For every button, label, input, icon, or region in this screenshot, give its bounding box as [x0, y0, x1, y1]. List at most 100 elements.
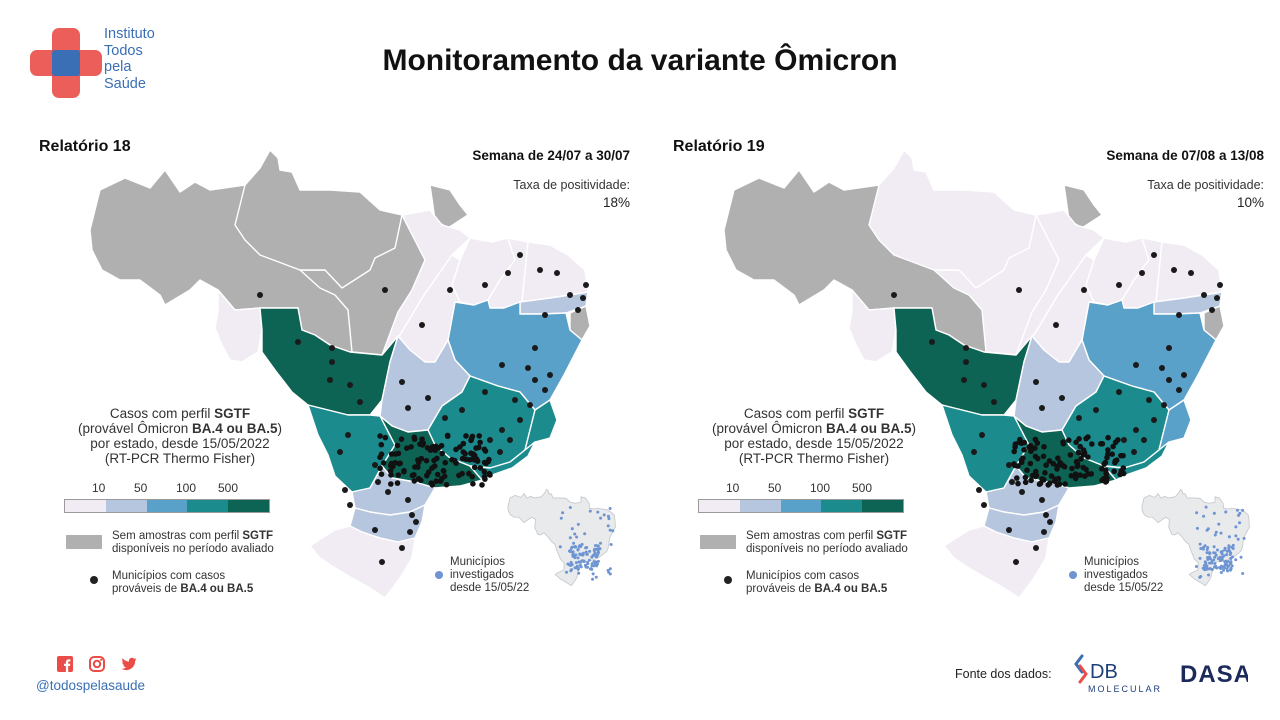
investigated-dot [1229, 561, 1233, 565]
investigated-dot [592, 549, 596, 553]
investigated-dot [591, 577, 595, 581]
investigated-dot [1227, 564, 1231, 568]
inset-legend-line: Municípios [1084, 556, 1139, 568]
legend-no-samples-swatch [66, 535, 102, 549]
municipality-dot [1115, 437, 1121, 443]
investigated-dot [1234, 534, 1238, 538]
investigated-dot [608, 567, 612, 571]
municipality-dot [429, 465, 435, 471]
municipality-dot [329, 345, 335, 351]
investigated-dot [559, 516, 563, 520]
investigated-dot [569, 560, 573, 564]
municipality-dot [1151, 417, 1157, 423]
municipality-dot [1022, 474, 1029, 481]
inset-map-outline [507, 488, 616, 587]
municipality-dot [470, 481, 476, 487]
page-title: Monitoramento da variante Ômicron [382, 44, 898, 77]
municipality-dot [392, 459, 399, 466]
investigated-dot [1224, 559, 1228, 563]
municipality-dot [1034, 440, 1041, 446]
municipality-dot [462, 450, 468, 457]
municipality-dot [1033, 379, 1039, 385]
investigated-dot [1239, 555, 1243, 559]
legend-swatch [146, 500, 188, 512]
investigated-dot [568, 549, 572, 553]
municipality-dot [1088, 471, 1094, 477]
investigated-dot [1203, 544, 1207, 548]
investigated-dot [591, 572, 595, 576]
municipality-dot [1013, 559, 1019, 565]
municipality-dot [1009, 479, 1015, 485]
legend-tick-label: 100 [810, 481, 831, 495]
municipality-dot [387, 468, 394, 474]
legend-swatch [228, 500, 269, 512]
investigated-dot [1213, 533, 1217, 537]
dasa-logo: DASA [1180, 661, 1248, 687]
investigated-dot [1241, 571, 1245, 575]
municipality-dot [345, 432, 351, 438]
municipality-dot [415, 457, 421, 463]
municipality-dot [1074, 463, 1080, 470]
municipality-dot [1131, 449, 1137, 455]
positivity-label: Taxa de positividade: [513, 178, 630, 192]
investigated-dot [602, 513, 606, 517]
municipality-dot [479, 482, 485, 488]
municipality-dot [449, 456, 455, 463]
municipality-dot [1053, 322, 1059, 328]
investigated-dot [1212, 511, 1216, 515]
legend-title: Casos com perfil SGTF (provável Ômicron B… [50, 406, 310, 466]
municipality-dot [385, 489, 391, 495]
facebook-icon[interactable] [56, 655, 74, 673]
investigated-dot [1202, 563, 1206, 567]
twitter-icon[interactable] [120, 655, 138, 673]
municipality-dot [1041, 477, 1047, 483]
municipality-dots [891, 252, 1223, 565]
municipality-dot [1098, 441, 1104, 447]
municipality-dot [1176, 312, 1182, 318]
instagram-icon[interactable] [88, 655, 106, 673]
municipality-dot [482, 389, 488, 395]
municipality-dot [512, 397, 518, 403]
municipality-dot [1120, 452, 1126, 459]
investigated-dot [1195, 526, 1199, 530]
municipality-dot [388, 451, 395, 457]
inset-legend-text: Municípios investigados desde 15/05/22 [450, 556, 529, 595]
investigated-dot [1230, 555, 1235, 559]
legend-dot-line: Municípios com casos [746, 570, 860, 582]
legend-dot-swatch [90, 576, 98, 584]
db-logo-word: MOLECULAR [1088, 684, 1162, 694]
legend-tick-label: 50 [768, 481, 782, 495]
social-handle[interactable]: @todospelasaude [36, 678, 146, 693]
investigated-dot [587, 558, 591, 562]
municipality-dot [1015, 480, 1021, 487]
municipality-dot [1060, 440, 1067, 447]
investigated-dot [586, 561, 590, 565]
investigated-dot [1204, 561, 1208, 565]
municipality-dot [1048, 473, 1055, 479]
municipality-dot [1022, 479, 1029, 486]
investigated-dot [579, 560, 583, 564]
municipality-dot [378, 451, 385, 458]
investigated-dot [1194, 564, 1198, 568]
municipality-dot [1139, 270, 1145, 276]
investigated-dot [1206, 567, 1210, 571]
municipality-dot [1083, 435, 1089, 442]
municipality-dot [442, 415, 448, 421]
state-rondonia [214, 289, 263, 363]
investigated-dot [581, 553, 585, 557]
dasa-logo-word: DASA [1180, 661, 1248, 687]
inset-map-outline [1141, 488, 1250, 587]
investigated-dot [1237, 513, 1241, 517]
municipality-dot [397, 460, 404, 467]
municipality-dot [991, 399, 997, 405]
municipality-dot [486, 470, 493, 477]
municipality-dot [1046, 480, 1053, 487]
municipality-dot [507, 437, 513, 443]
municipality-dot [477, 439, 483, 446]
municipality-dot [423, 457, 430, 464]
municipality-dot [567, 292, 573, 298]
municipality-dot [433, 443, 439, 450]
legend-no-samples-text: Sem amostras com perfil SGTF disponíveis … [112, 530, 274, 556]
investigated-dot [1214, 553, 1218, 557]
investigated-dot [1221, 565, 1225, 569]
